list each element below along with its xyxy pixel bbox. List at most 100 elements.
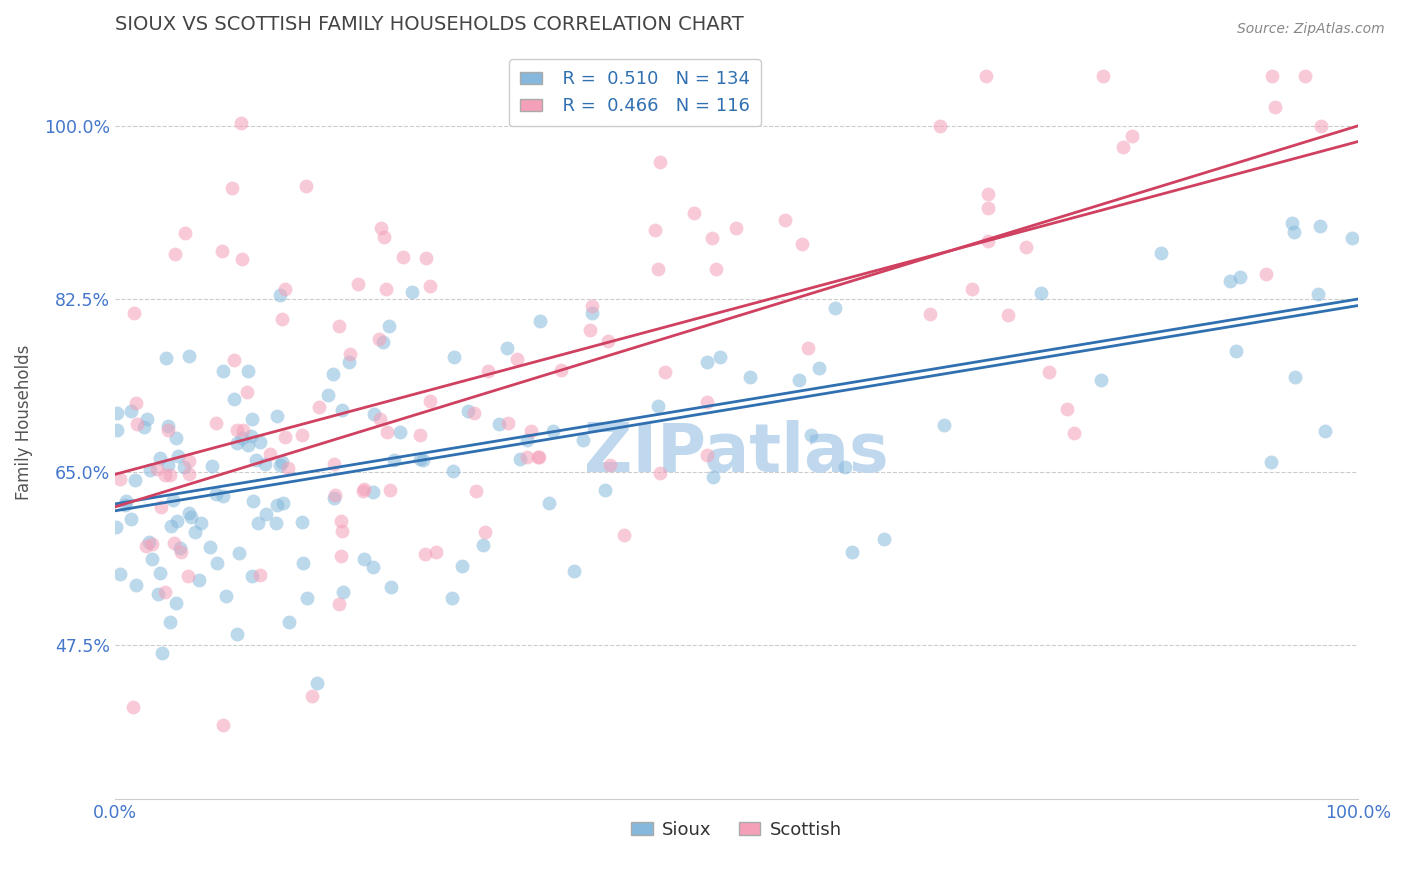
Point [419,393,441,408]
Point [918,307,941,321]
Point [207,557,229,571]
Point [581,306,603,320]
Point [419,279,441,293]
Point [1313,425,1336,439]
Point [148,450,170,465]
Point [934,418,956,433]
Point [159,615,181,630]
Point [1090,373,1112,387]
Point [472,537,495,551]
Point [122,306,145,320]
Point [519,424,541,438]
Point [212,364,235,378]
Point [488,417,510,431]
Point [339,347,361,361]
Point [1254,267,1277,281]
Point [330,524,353,539]
Point [527,450,550,464]
Point [157,418,180,433]
Point [292,557,315,571]
Point [222,392,245,406]
Point [124,473,146,487]
Point [977,201,1000,215]
Point [375,282,398,296]
Point [150,500,173,515]
Point [974,70,997,84]
Point [352,483,374,498]
Point [134,420,156,434]
Point [477,364,499,378]
Point [370,412,392,426]
Point [231,252,253,266]
Point [380,580,402,594]
Point [141,537,163,551]
Point [332,585,354,599]
Point [146,462,169,476]
Point [138,463,160,477]
Point [150,646,173,660]
Point [180,509,202,524]
Point [371,334,394,349]
Point [224,353,246,368]
Point [541,424,564,438]
Point [163,536,186,550]
Point [301,689,323,703]
Point [388,425,411,440]
Point [236,385,259,400]
Text: ZIPatlas: ZIPatlas [585,420,889,486]
Point [361,484,384,499]
Point [441,463,464,477]
Point [593,483,616,498]
Point [177,453,200,467]
Point [977,187,1000,202]
Point [391,250,413,264]
Point [378,319,401,334]
Point [1260,455,1282,469]
Point [443,350,465,364]
Point [1121,129,1143,144]
Point [204,487,226,501]
Point [997,308,1019,322]
Point [316,387,339,401]
Legend: Sioux, Scottish: Sioux, Scottish [624,814,849,847]
Point [361,560,384,574]
Point [579,323,602,337]
Point [155,351,177,366]
Point [1056,402,1078,417]
Point [146,587,169,601]
Point [240,568,263,582]
Point [644,223,666,237]
Point [709,351,731,365]
Point [328,597,350,611]
Point [254,507,277,521]
Point [496,416,519,430]
Point [277,461,299,475]
Point [375,425,398,439]
Point [329,514,352,528]
Point [323,491,346,505]
Point [696,395,718,409]
Point [215,589,238,603]
Point [581,299,603,313]
Point [291,515,314,529]
Point [1264,100,1286,114]
Point [647,399,669,413]
Point [401,285,423,299]
Point [347,277,370,292]
Point [1340,231,1362,245]
Point [269,458,291,472]
Point [1029,286,1052,301]
Point [529,314,551,328]
Point [160,519,183,533]
Point [232,423,254,437]
Point [1282,225,1305,239]
Point [105,406,128,420]
Point [571,433,593,447]
Point [738,369,761,384]
Point [165,596,187,610]
Point [509,452,531,467]
Point [308,400,330,414]
Point [231,431,253,445]
Point [790,236,813,251]
Point [370,221,392,235]
